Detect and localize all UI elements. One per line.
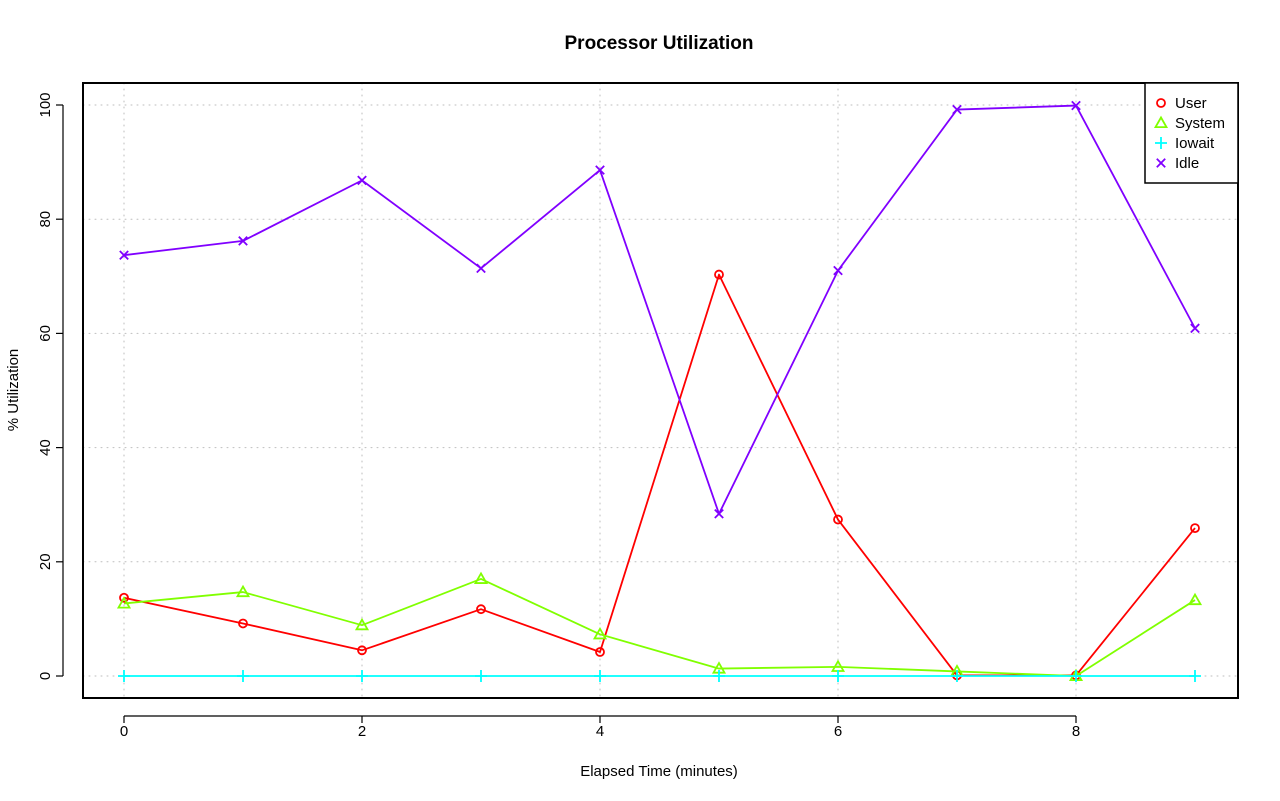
data-point-idle bbox=[357, 175, 367, 186]
data-point-user bbox=[595, 647, 605, 657]
legend-marker-user bbox=[1156, 98, 1166, 108]
data-point-idle bbox=[714, 508, 724, 519]
legend-label-user: User bbox=[1175, 95, 1207, 112]
x-tick-label: 8 bbox=[1072, 723, 1080, 740]
data-point-idle bbox=[595, 165, 605, 175]
legend-entry-user: User bbox=[1156, 95, 1207, 112]
x-tick-label: 0 bbox=[120, 723, 128, 740]
series-line-system bbox=[123, 578, 1196, 677]
series-iowait bbox=[118, 670, 1201, 682]
legend-marker-system bbox=[1153, 115, 1169, 129]
series-user bbox=[119, 269, 1200, 681]
legend-marker-idle bbox=[1156, 158, 1166, 168]
data-point-idle bbox=[833, 265, 843, 276]
y-tick-label: 40 bbox=[37, 439, 54, 456]
data-point-system bbox=[1187, 592, 1203, 606]
x-axis-label: Elapsed Time (minutes) bbox=[580, 763, 738, 780]
y-tick-label: 20 bbox=[37, 553, 54, 570]
data-point-user bbox=[357, 645, 367, 656]
data-point-idle bbox=[1190, 323, 1200, 334]
legend-entry-system: System bbox=[1153, 115, 1225, 132]
legend-label-idle: Idle bbox=[1175, 155, 1199, 172]
data-point-user bbox=[714, 269, 724, 280]
data-point-user bbox=[119, 592, 129, 603]
data-point-idle bbox=[476, 263, 486, 274]
y-tick-label: 0 bbox=[37, 672, 54, 680]
series-line-user bbox=[123, 273, 1196, 677]
data-point-iowait bbox=[832, 670, 844, 682]
legend-label-iowait: Iowait bbox=[1175, 135, 1215, 152]
legend-label-system: System bbox=[1175, 115, 1225, 132]
data-point-iowait bbox=[356, 670, 368, 682]
series bbox=[116, 100, 1203, 682]
data-point-iowait bbox=[475, 670, 487, 682]
x-tick-label: 4 bbox=[596, 723, 604, 740]
x-tick-label: 2 bbox=[358, 723, 366, 740]
data-point-iowait bbox=[237, 670, 249, 682]
data-point-system bbox=[354, 617, 370, 631]
data-point-iowait bbox=[1070, 670, 1082, 682]
data-point-user bbox=[476, 604, 486, 615]
data-point-user bbox=[833, 514, 843, 525]
chart-title: Processor Utilization bbox=[565, 33, 754, 54]
data-point-idle bbox=[1071, 100, 1081, 111]
data-point-iowait bbox=[118, 670, 130, 682]
data-point-system bbox=[116, 596, 132, 609]
data-point-iowait bbox=[951, 670, 963, 682]
data-point-system bbox=[592, 627, 608, 640]
legend: User System Iowait Idle bbox=[1144, 82, 1239, 184]
plot-frame bbox=[82, 82, 1239, 699]
y-tick-label: 80 bbox=[37, 211, 54, 228]
legend-marker-iowait bbox=[1155, 137, 1167, 149]
legend-entry-idle: Idle bbox=[1156, 155, 1199, 172]
grid bbox=[82, 82, 1239, 699]
data-point-iowait bbox=[1189, 670, 1201, 682]
data-point-idle bbox=[952, 104, 962, 115]
data-point-iowait bbox=[713, 670, 725, 682]
data-point-system bbox=[235, 584, 251, 598]
series-idle bbox=[119, 100, 1200, 519]
series-line-idle bbox=[123, 104, 1196, 515]
y-tick-label: 100 bbox=[37, 92, 54, 117]
y-axis-label: % Utilization bbox=[5, 349, 22, 432]
y-tick-label: 60 bbox=[37, 325, 54, 342]
data-point-idle bbox=[238, 236, 248, 246]
data-point-user bbox=[1190, 523, 1200, 534]
data-point-iowait bbox=[594, 670, 606, 682]
data-point-idle bbox=[119, 250, 129, 261]
legend-entry-iowait: Iowait bbox=[1155, 135, 1215, 152]
series-system bbox=[116, 571, 1203, 682]
x-tick-label: 6 bbox=[834, 723, 842, 740]
data-point-system bbox=[473, 571, 489, 584]
data-point-user bbox=[238, 618, 248, 629]
